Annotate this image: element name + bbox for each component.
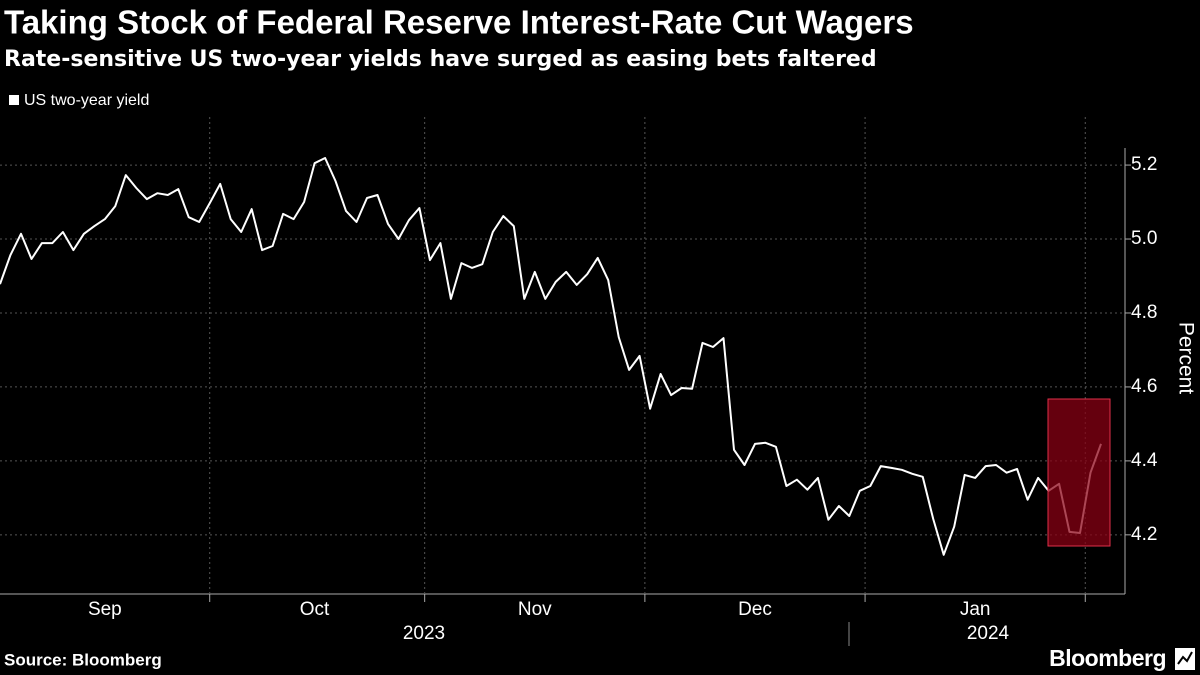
data-line xyxy=(0,157,1102,556)
highlight-box xyxy=(1047,398,1111,547)
source: Source: Bloomberg xyxy=(4,650,162,669)
year-label: 2023 xyxy=(403,623,445,644)
y-tick-label: 4.2 xyxy=(1131,524,1157,545)
x-tick-label: Sep xyxy=(88,599,122,620)
x-tick-label: Oct xyxy=(300,599,330,620)
legend-swatch xyxy=(9,95,19,105)
legend-label: US two-year yield xyxy=(24,92,149,109)
y-tick-label: 5.0 xyxy=(1131,228,1157,249)
x-tick-label: Dec xyxy=(738,599,772,620)
brand-icon xyxy=(1175,648,1195,670)
chart-subtitle: Rate-sensitive US two-year yields have s… xyxy=(4,47,877,72)
x-tick-label: Jan xyxy=(960,599,991,620)
chart-title: Taking Stock of Federal Reserve Interest… xyxy=(4,4,914,41)
y-tick-label: 4.4 xyxy=(1131,450,1158,471)
y-tick-label: 4.6 xyxy=(1131,376,1157,397)
y-tick-label: 5.2 xyxy=(1131,154,1157,175)
y-axis-label: Percent xyxy=(1174,322,1197,395)
y-tick-label: 4.8 xyxy=(1131,302,1157,323)
x-tick-label: Nov xyxy=(518,599,552,620)
year-label: 2024 xyxy=(967,623,1010,644)
brand: Bloomberg xyxy=(1049,645,1166,671)
